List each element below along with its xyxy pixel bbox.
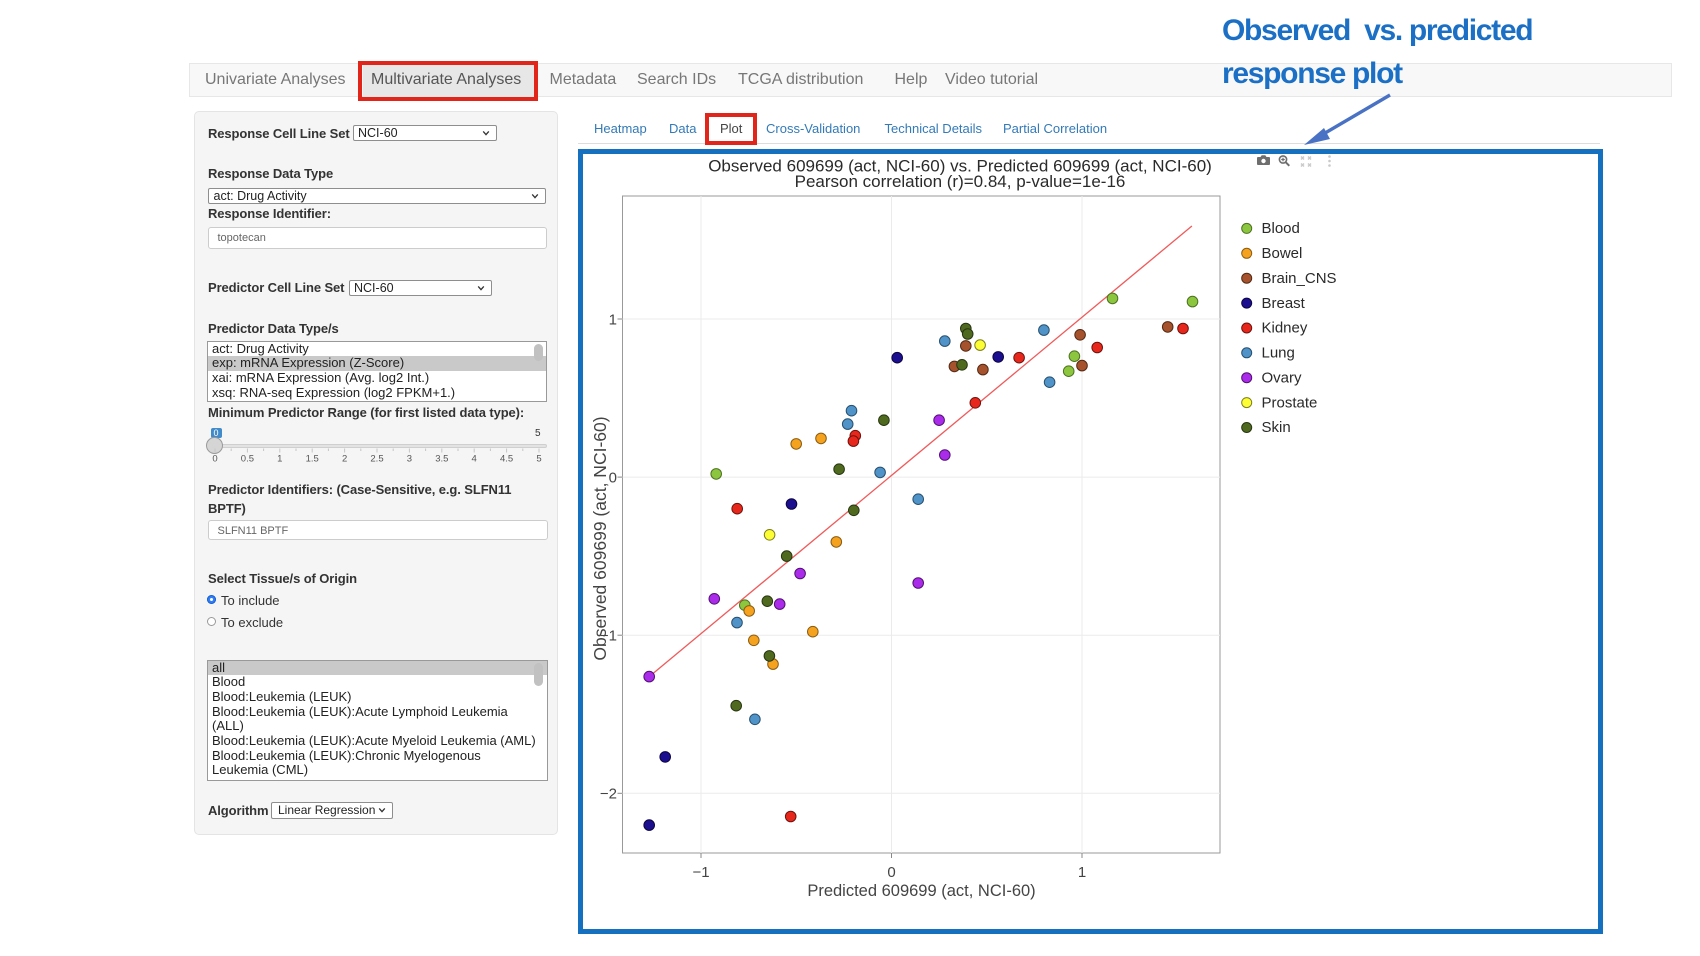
svg-text:4.5: 4.5: [500, 454, 513, 465]
svg-text:3.5: 3.5: [435, 454, 448, 465]
svg-text:0: 0: [609, 469, 617, 486]
svg-text:Prostate: Prostate: [1262, 394, 1318, 411]
svg-text:Predicted 609699 (act, NCI-60): Predicted 609699 (act, NCI-60): [807, 882, 1035, 900]
svg-text:0.5: 0.5: [241, 454, 254, 465]
svg-text:4: 4: [472, 454, 477, 465]
svg-text:−1: −1: [600, 627, 617, 644]
svg-text:Kidney: Kidney: [1262, 319, 1308, 336]
svg-text:Brain_CNS: Brain_CNS: [1262, 269, 1337, 286]
svg-text:2: 2: [342, 454, 347, 465]
svg-text:Bowel: Bowel: [1262, 245, 1303, 262]
svg-text:0: 0: [887, 863, 895, 880]
svg-text:Breast: Breast: [1262, 294, 1306, 311]
svg-text:Ovary: Ovary: [1262, 369, 1303, 386]
svg-text:1.5: 1.5: [306, 454, 319, 465]
svg-text:3: 3: [407, 454, 412, 465]
svg-text:5: 5: [536, 454, 541, 465]
svg-text:−2: −2: [600, 785, 617, 802]
svg-text:1: 1: [609, 311, 617, 328]
svg-text:−1: −1: [692, 863, 709, 880]
svg-text:Observed 609699 (act, NCI-60): Observed 609699 (act, NCI-60) vs. Predic…: [708, 156, 1212, 175]
svg-text:1: 1: [1078, 863, 1086, 880]
svg-text:0: 0: [212, 454, 217, 465]
svg-text:2.5: 2.5: [370, 454, 383, 465]
svg-text:Lung: Lung: [1262, 344, 1295, 361]
svg-text:Skin: Skin: [1262, 419, 1291, 436]
svg-text:Observed 609699 (act, NCI-60): Observed 609699 (act, NCI-60): [590, 416, 610, 660]
svg-text:Blood: Blood: [1262, 220, 1300, 237]
svg-text:Pearson correlation (r)=0.84,: Pearson correlation (r)=0.84, p-value=1e…: [795, 172, 1126, 191]
svg-text:1: 1: [277, 454, 282, 465]
